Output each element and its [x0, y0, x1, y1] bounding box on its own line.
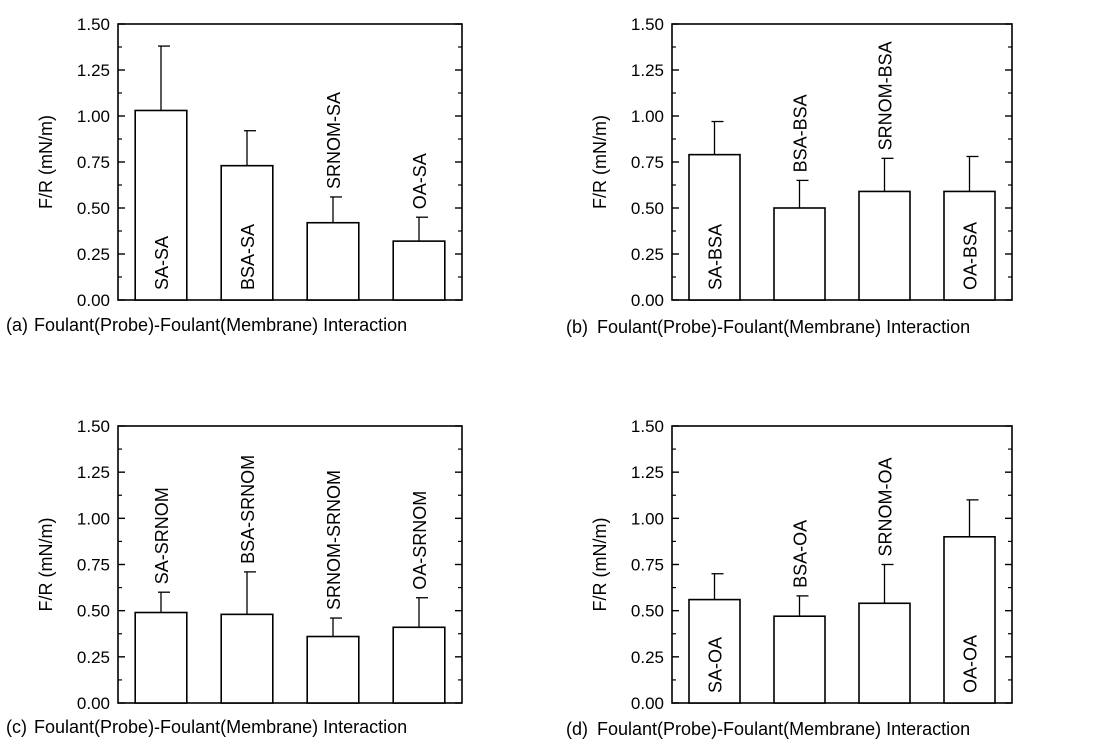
- y-axis-label: F/R (mN/m): [590, 115, 610, 209]
- bar-label: BSA-OA: [791, 520, 811, 588]
- y-tick-label: 1.00: [631, 509, 664, 528]
- y-axis-label: F/R (mN/m): [36, 518, 56, 612]
- y-tick-label: 1.25: [77, 463, 110, 482]
- bar-label: BSA-SRNOM: [238, 455, 258, 564]
- bar-label: BSA-SA: [238, 224, 258, 290]
- x-axis-label: Foulant(Probe)-Foulant(Membrane) Interac…: [597, 719, 970, 739]
- y-tick-label: 1.25: [631, 463, 664, 482]
- bar-label: SRNOM-SRNOM: [324, 470, 344, 610]
- bar: [220, 613, 274, 704]
- bar: [306, 221, 360, 301]
- chart-panel-1: 0.00 0.25 0.50 0.75 1.00 1.25 1.50 F/R (mN/m) SA…: [566, 15, 1013, 337]
- y-tick-label: 0.75: [77, 153, 110, 172]
- bar-label: SA-BSA: [706, 224, 726, 290]
- y-tick-label: 0.25: [77, 648, 110, 667]
- y-tick-label: 1.00: [77, 509, 110, 528]
- bar-label: OA-SA: [410, 153, 430, 209]
- x-axis-label: Foulant(Probe)-Foulant(Membrane) Interac…: [34, 315, 407, 335]
- bar: [688, 153, 741, 301]
- x-axis-label: Foulant(Probe)-Foulant(Membrane) Interac…: [34, 717, 407, 737]
- y-tick-label: 0.50: [631, 199, 664, 218]
- bar-label: SA-SRNOM: [152, 487, 172, 584]
- bar-label: OA-BSA: [961, 222, 981, 290]
- y-tick-label: 0.25: [631, 245, 664, 264]
- y-tick-label: 1.50: [631, 417, 664, 436]
- y-tick-label: 0.75: [77, 556, 110, 575]
- panel-tag: (a): [6, 315, 28, 335]
- y-tick-label: 1.25: [631, 61, 664, 80]
- bar-label: SRNOM-BSA: [876, 41, 896, 150]
- y-tick-label: 0.50: [77, 199, 110, 218]
- bar: [220, 164, 274, 301]
- y-tick-label: 1.00: [77, 107, 110, 126]
- panel-tag: (d): [566, 719, 588, 739]
- y-tick-label: 0.00: [631, 291, 664, 310]
- y-tick-label: 0.75: [631, 556, 664, 575]
- panel-tag: (b): [566, 317, 588, 337]
- bar: [773, 207, 826, 301]
- bar: [392, 240, 446, 301]
- y-tick-label: 0.50: [77, 602, 110, 621]
- bar-label: OA-SRNOM: [410, 491, 430, 590]
- bar: [943, 535, 996, 704]
- chart-panel-2: 0.00 0.25 0.50 0.75 1.00 1.25 1.50 F/R (mN/m) SA…: [6, 417, 463, 737]
- y-tick-label: 0.25: [77, 245, 110, 264]
- bar: [392, 626, 446, 704]
- y-tick-label: 0.00: [77, 291, 110, 310]
- bar-label: SRNOM-OA: [876, 458, 896, 557]
- bar-label: SRNOM-SA: [324, 92, 344, 189]
- bar-label: SA-SA: [152, 236, 172, 290]
- bar: [943, 190, 996, 301]
- y-tick-label: 0.00: [631, 694, 664, 713]
- bar: [773, 615, 826, 704]
- y-tick-label: 1.50: [631, 15, 664, 34]
- y-tick-label: 0.00: [77, 694, 110, 713]
- y-tick-label: 0.75: [631, 153, 664, 172]
- y-tick-label: 1.50: [77, 417, 110, 436]
- y-axis-label: F/R (mN/m): [36, 115, 56, 209]
- panel-tag: (c): [6, 717, 27, 737]
- bar-label: BSA-BSA: [791, 94, 811, 172]
- bar: [306, 635, 360, 704]
- bar: [858, 602, 911, 704]
- bar: [134, 611, 188, 704]
- bar: [858, 190, 911, 301]
- bar: [134, 109, 188, 301]
- y-tick-label: 0.25: [631, 648, 664, 667]
- chart-panel-0: 0.00 0.25 0.50 0.75 1.00 1.25 1.50 F/R (mN/m) SA…: [6, 15, 463, 335]
- y-tick-label: 0.50: [631, 602, 664, 621]
- y-tick-label: 1.00: [631, 107, 664, 126]
- bar-label: OA-OA: [961, 635, 981, 693]
- chart-panel-3: 0.00 0.25 0.50 0.75 1.00 1.25 1.50 F/R (mN/m) SA…: [566, 417, 1013, 739]
- x-axis-label: Foulant(Probe)-Foulant(Membrane) Interac…: [597, 317, 970, 337]
- y-tick-label: 1.50: [77, 15, 110, 34]
- y-axis-label: F/R (mN/m): [590, 518, 610, 612]
- y-tick-label: 1.25: [77, 61, 110, 80]
- bar-label: SA-OA: [706, 637, 726, 693]
